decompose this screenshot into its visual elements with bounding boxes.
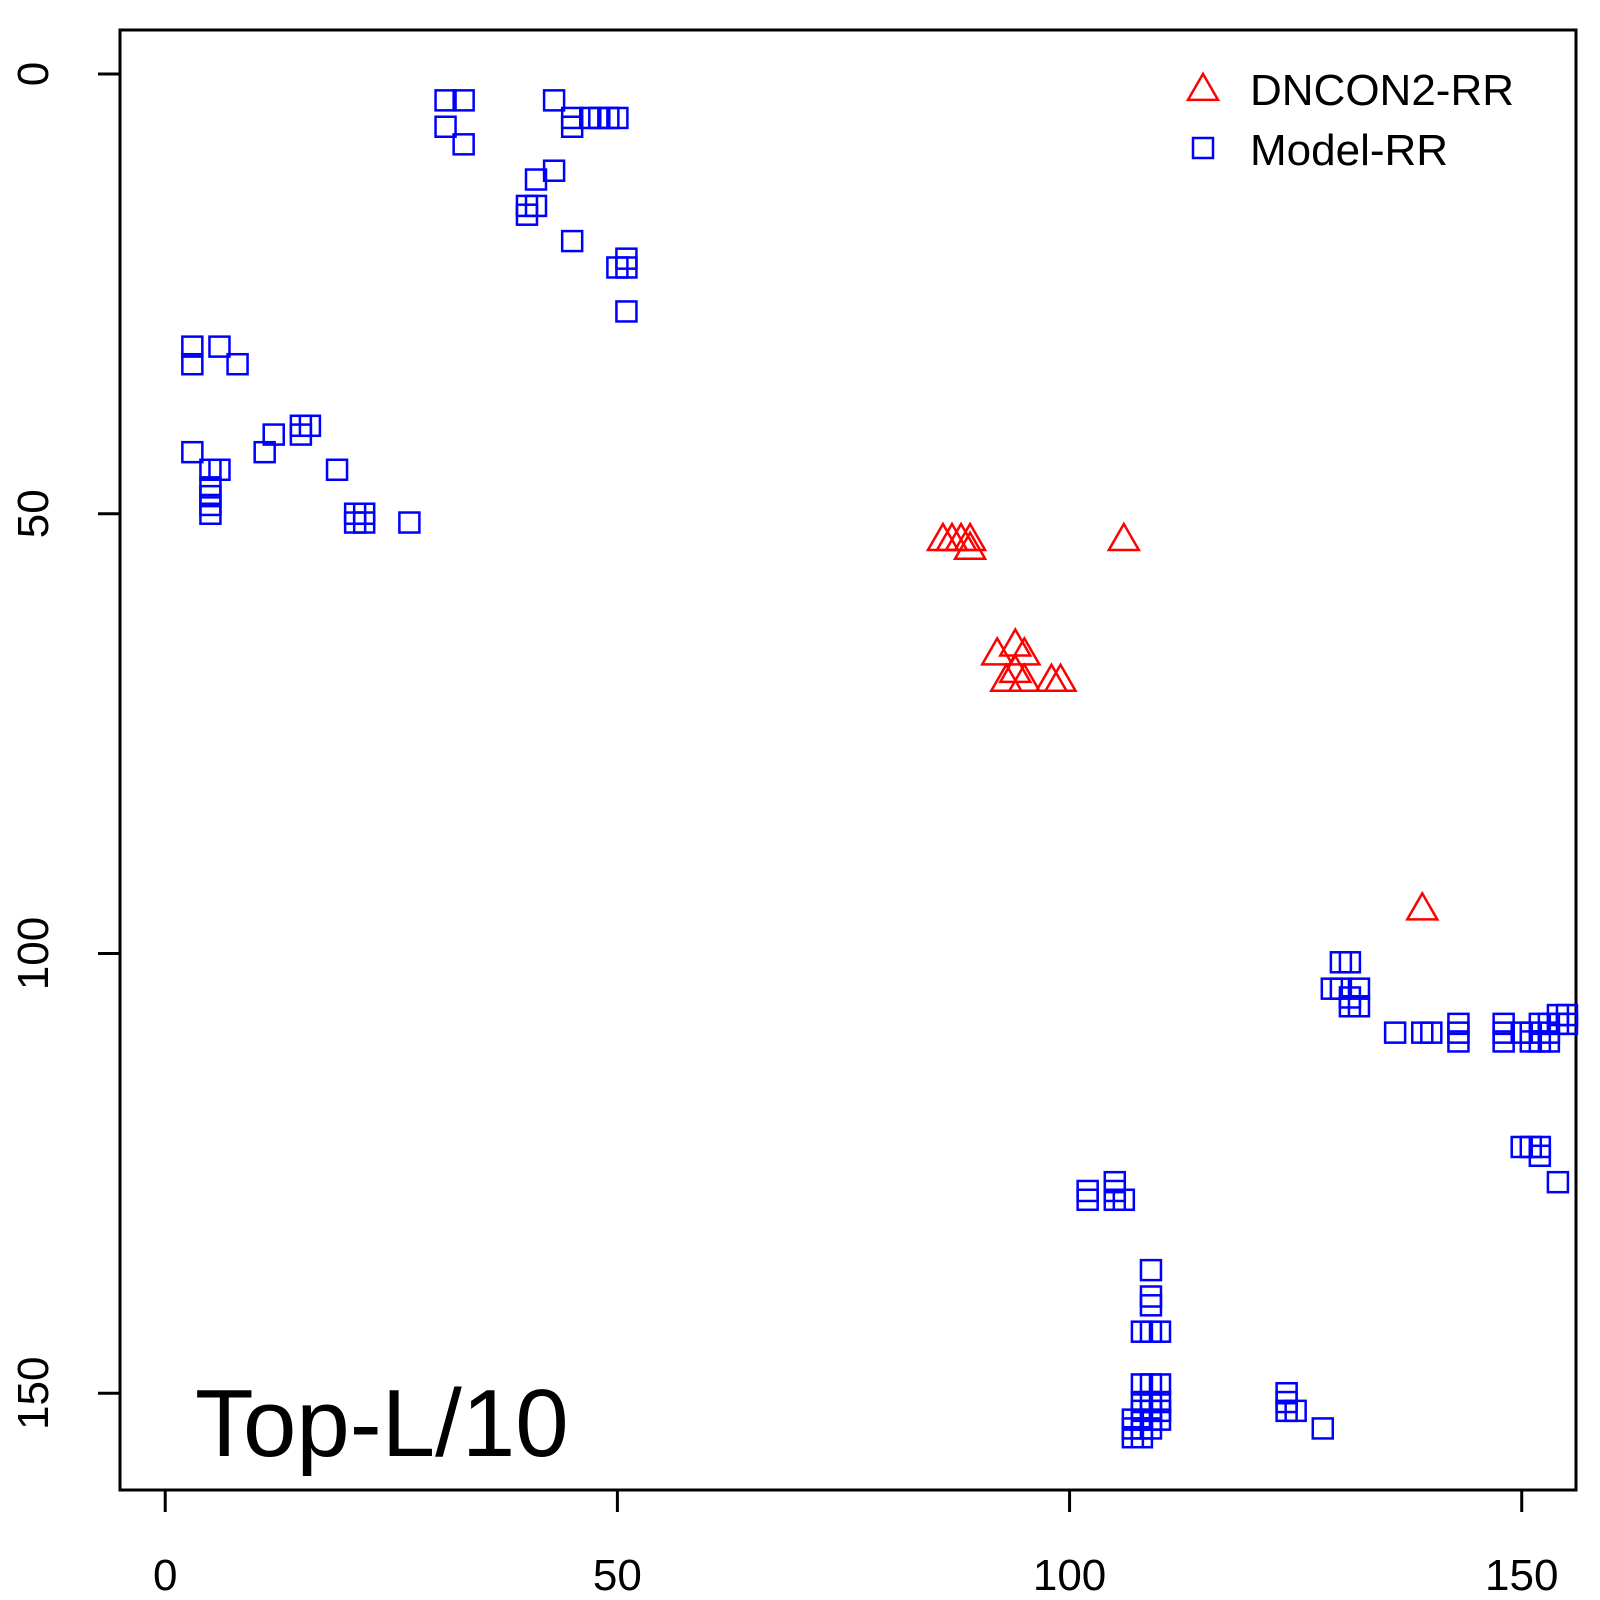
data-points <box>181 89 1579 1449</box>
y-tick-label: 50 <box>9 489 58 538</box>
chart-annotation: Top-L/10 <box>195 1370 569 1477</box>
y-axis: 0 50 100 150 <box>9 62 122 1430</box>
model-rr-point <box>452 89 475 112</box>
model-rr-point <box>208 335 231 358</box>
model-rr-point <box>524 168 548 191</box>
model-rr-point <box>434 115 457 138</box>
y-tick-label: 0 <box>9 62 58 86</box>
model-rr-point <box>1139 1294 1163 1317</box>
model-rr-point <box>181 335 204 358</box>
dncon2-rr-point <box>1405 890 1440 921</box>
model-rr-point <box>181 440 204 464</box>
dncon2-rr-point <box>1007 662 1042 692</box>
model-rr-point <box>452 133 475 156</box>
model-rr-point <box>1383 1021 1407 1044</box>
legend: DNCON2-RR Model-RR <box>1185 66 1514 175</box>
model-rr-point <box>1112 1188 1136 1212</box>
model-rr-point <box>1347 995 1371 1018</box>
dncon2-rr-point <box>952 521 988 552</box>
series-dncon2-rr <box>925 521 1440 921</box>
model-rr-point <box>615 300 638 323</box>
legend-square-icon <box>1191 136 1215 160</box>
model-rr-point <box>606 256 629 279</box>
model-rr-point <box>542 89 566 112</box>
x-tick-label: 50 <box>593 1551 642 1600</box>
dncon2-rr-point <box>1043 662 1078 692</box>
model-rr-point <box>352 511 376 534</box>
model-rr-point <box>1139 1258 1163 1282</box>
model-rr-point <box>606 106 629 130</box>
model-rr-point <box>262 423 285 446</box>
model-rr-point <box>1284 1399 1307 1423</box>
dncon2-rr-point <box>952 530 988 561</box>
model-rr-point <box>226 352 249 376</box>
model-rr-point <box>1148 1320 1172 1343</box>
model-rr-point <box>1546 1170 1570 1194</box>
model-rr-point <box>325 458 349 482</box>
model-rr-point <box>1338 951 1362 974</box>
plot-frame <box>118 28 1578 1492</box>
model-rr-point <box>1555 1012 1579 1036</box>
legend-label: DNCON2-RR <box>1250 66 1514 115</box>
legend-triangle-icon <box>1185 71 1221 102</box>
x-tick-label: 150 <box>1485 1551 1558 1600</box>
model-rr-point <box>1447 1030 1470 1053</box>
model-rr-point <box>1311 1417 1335 1440</box>
y-tick-label: 150 <box>9 1357 58 1430</box>
dncon2-rr-point <box>980 635 1015 666</box>
legend-label: Model-RR <box>1250 126 1448 175</box>
x-tick-label: 100 <box>1033 1551 1106 1600</box>
x-axis: 0 50 100 150 <box>153 1488 1558 1600</box>
model-rr-point <box>560 229 584 253</box>
model-rr-point <box>398 511 421 534</box>
model-rr-point <box>1076 1188 1099 1212</box>
y-tick-label: 100 <box>9 917 58 990</box>
model-rr-point <box>1537 1030 1561 1053</box>
model-rr-point <box>181 352 204 376</box>
x-tick-label: 0 <box>153 1551 177 1600</box>
dncon2-rr-point <box>1106 521 1141 552</box>
model-rr-point <box>199 502 222 525</box>
model-rr-point <box>289 423 313 446</box>
dncon2-rr-point <box>989 662 1024 692</box>
model-rr-point <box>1528 1144 1552 1168</box>
model-rr-point <box>515 203 539 226</box>
model-rr-point <box>434 89 457 112</box>
model-rr-point <box>1130 1425 1154 1449</box>
series-model-rr <box>181 89 1579 1449</box>
model-rr-point <box>1420 1021 1443 1044</box>
